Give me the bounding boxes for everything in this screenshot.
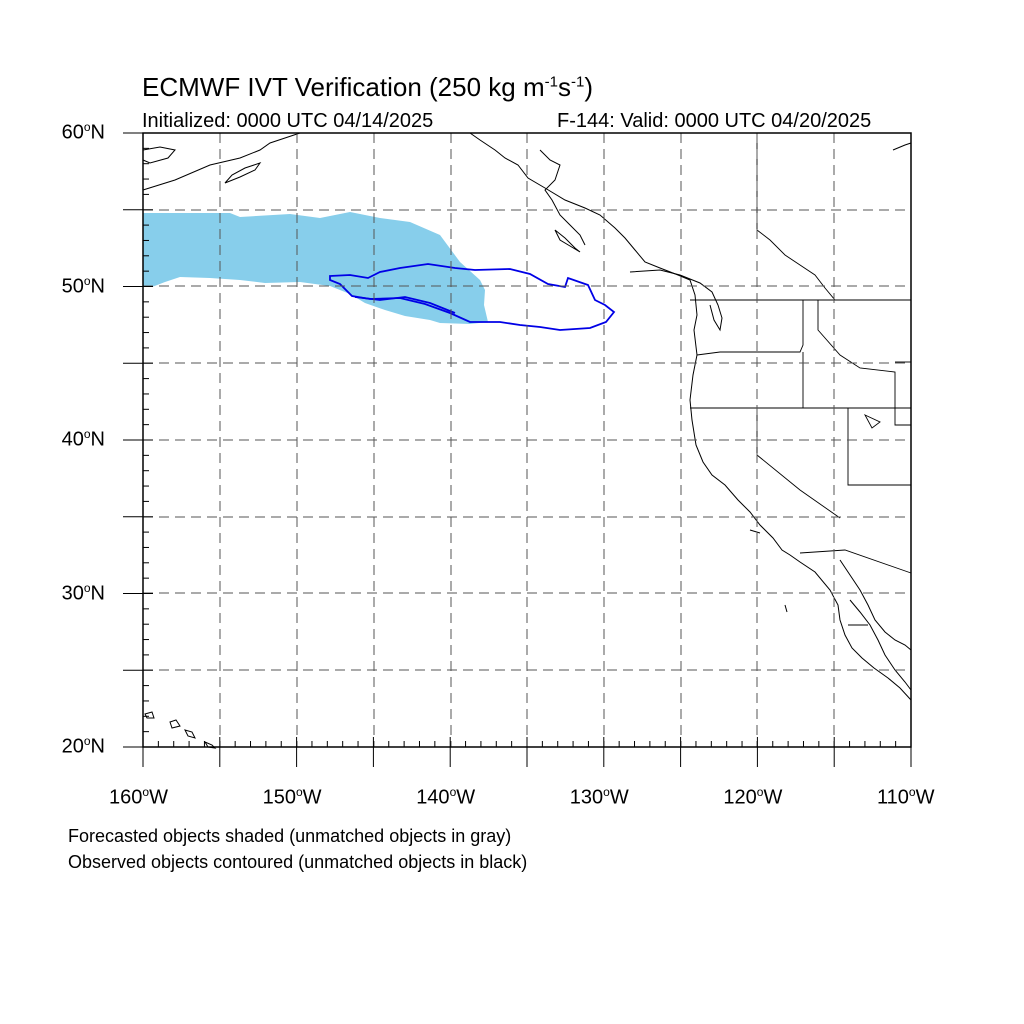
valid-time-label: F-144: Valid: 0000 UTC 04/20/2025 bbox=[557, 110, 872, 132]
observed-object-contour bbox=[329, 263, 616, 331]
lon-label: 130oW bbox=[569, 785, 629, 809]
coastlines bbox=[142, 132, 912, 749]
lat-label: 40oN bbox=[61, 427, 105, 451]
lon-label: 160oW bbox=[109, 785, 168, 809]
gridlines bbox=[143, 133, 911, 747]
forecast-footnote: Forecasted objects shaded (unmatched obj… bbox=[68, 826, 512, 846]
observed-object-inner-contour bbox=[354, 296, 456, 314]
init-time-label: Initialized: 0000 UTC 04/14/2025 bbox=[142, 110, 434, 132]
forecast-object bbox=[143, 212, 488, 324]
lat-label: 50oN bbox=[61, 273, 105, 298]
political-borders bbox=[690, 133, 912, 626]
lat-label: 20oN bbox=[61, 734, 105, 758]
lon-label: 110oW bbox=[877, 785, 935, 809]
lon-label: 150oW bbox=[262, 785, 322, 809]
lat-label: 60oN bbox=[61, 120, 105, 144]
axis-ticks bbox=[123, 132, 912, 767]
lon-label: 120oW bbox=[723, 785, 783, 809]
lat-label: 30oN bbox=[61, 580, 105, 605]
lon-label: 140oW bbox=[416, 785, 476, 809]
chart-title: ECMWF IVT Verification (250 kg m-1s-1) bbox=[142, 72, 593, 102]
observed-footnote: Observed objects contoured (unmatched ob… bbox=[68, 852, 528, 872]
